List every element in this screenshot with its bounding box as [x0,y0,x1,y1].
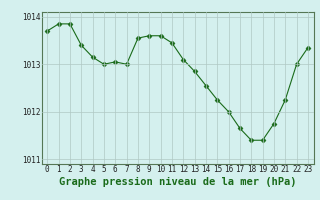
X-axis label: Graphe pression niveau de la mer (hPa): Graphe pression niveau de la mer (hPa) [59,177,296,187]
